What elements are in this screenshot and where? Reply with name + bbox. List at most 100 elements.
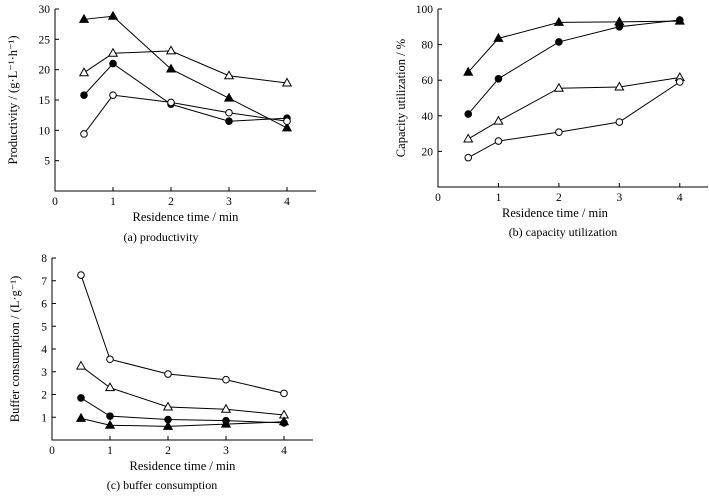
data-point-triangle bbox=[281, 122, 293, 132]
data-point-triangle bbox=[75, 360, 87, 370]
data-point-circle bbox=[77, 271, 85, 279]
data-point-triangle bbox=[223, 92, 235, 102]
x-axis-title: Residence time / min bbox=[133, 210, 240, 224]
series-line bbox=[83, 15, 288, 129]
data-point-circle bbox=[225, 108, 233, 117]
x-axis-title: Residence time / min bbox=[502, 206, 609, 220]
data-point-circle bbox=[164, 370, 172, 378]
x-tick-label: 2 bbox=[165, 445, 171, 457]
data-point-triangle bbox=[104, 419, 116, 429]
data-point-triangle bbox=[223, 70, 235, 80]
x-tick-label: 4 bbox=[284, 196, 290, 208]
series-open-triangle bbox=[75, 360, 290, 419]
y-tick-label: 25 bbox=[39, 34, 51, 46]
chart-buffer-consumption: 0 1 2 3 4 1 2 3 4 5 6 7 8 Residence time / min Buffer … bbox=[8, 253, 313, 492]
x-tick-label: 2 bbox=[168, 196, 174, 208]
data-point-triangle bbox=[553, 16, 564, 26]
data-point-circle bbox=[80, 130, 88, 138]
x-tick-label: 3 bbox=[616, 192, 622, 204]
data-point-circle bbox=[555, 128, 563, 136]
y-tick-label: 1 bbox=[41, 412, 47, 424]
series-line bbox=[80, 274, 285, 394]
y-axis-title: Buffer consumption / (L·g⁻¹) bbox=[8, 276, 22, 423]
data-point-circle bbox=[109, 91, 117, 99]
data-point-circle bbox=[615, 23, 624, 31]
panel-caption: (a) productivity bbox=[124, 230, 199, 244]
data-point-circle bbox=[464, 153, 473, 162]
axes-frame bbox=[437, 9, 708, 188]
x-tick-label: 3 bbox=[223, 445, 229, 457]
series-filled-triangle bbox=[75, 412, 290, 430]
y-tick-label: 2 bbox=[41, 390, 47, 402]
panel-caption: (c) buffer consumption bbox=[107, 478, 217, 492]
data-point-circle bbox=[283, 117, 291, 126]
x-tick-label: 2 bbox=[556, 192, 562, 204]
data-point-circle bbox=[280, 389, 288, 398]
y-tick-label: 15 bbox=[39, 95, 51, 107]
series-open-triangle bbox=[463, 72, 685, 143]
series-line bbox=[83, 94, 288, 135]
data-point-triangle bbox=[220, 403, 232, 413]
data-point-triangle bbox=[107, 10, 119, 20]
data-point-triangle bbox=[463, 66, 474, 76]
x-tick-label: 3 bbox=[226, 196, 232, 208]
data-point-triangle bbox=[220, 418, 232, 428]
y-tick-label: 20 bbox=[422, 146, 434, 158]
series-open-circle bbox=[80, 91, 291, 138]
data-point-circle bbox=[109, 59, 117, 68]
y-tick-label: 5 bbox=[41, 321, 47, 333]
data-point-triangle bbox=[278, 416, 290, 426]
data-point-circle bbox=[106, 412, 114, 420]
data-point-circle bbox=[77, 394, 85, 402]
series-open-circle bbox=[77, 271, 288, 398]
data-point-triangle bbox=[493, 32, 504, 42]
y-axis-title: Capacity utilization / % bbox=[394, 39, 408, 157]
y-tick-label: 40 bbox=[422, 111, 434, 123]
data-point-circle bbox=[464, 110, 473, 118]
data-point-triangle bbox=[165, 63, 177, 73]
chart-productivity: 0 1 2 3 4 5 10 15 20 25 30 Residence time / min Prod… bbox=[6, 4, 316, 244]
data-point-triangle bbox=[553, 82, 564, 92]
y-tick-label: 7 bbox=[41, 276, 47, 288]
series-line bbox=[467, 20, 680, 73]
series-filled-triangle bbox=[78, 10, 293, 132]
data-point-circle bbox=[675, 78, 684, 86]
series-filled-circle bbox=[464, 16, 684, 118]
y-tick-label: 10 bbox=[39, 125, 51, 137]
data-point-circle bbox=[555, 38, 563, 46]
data-point-triangle bbox=[78, 67, 90, 77]
x-tick-label: 1 bbox=[496, 192, 502, 204]
y-tick-label: 8 bbox=[41, 253, 47, 265]
data-point-triangle bbox=[162, 401, 174, 411]
x-tick-label: 1 bbox=[107, 445, 113, 457]
x-tick-label: 1 bbox=[110, 196, 116, 208]
x-tick-label: 0 bbox=[435, 192, 441, 204]
y-tick-label: 100 bbox=[416, 4, 434, 16]
data-point-triangle bbox=[75, 412, 87, 422]
data-point-triangle bbox=[165, 45, 177, 55]
x-tick-label: 4 bbox=[677, 192, 683, 204]
y-tick-label: 6 bbox=[41, 299, 47, 311]
x-tick-label: 4 bbox=[281, 445, 287, 457]
x-axis-title: Residence time / min bbox=[130, 459, 237, 473]
y-tick-label: 20 bbox=[39, 65, 51, 77]
panel-caption: (b) capacity utilization bbox=[509, 225, 618, 239]
y-axis-title: Productivity / (g·L⁻¹·h⁻¹) bbox=[6, 35, 20, 164]
data-point-triangle bbox=[493, 115, 504, 125]
axes-frame bbox=[54, 9, 316, 192]
y-tick-label: 3 bbox=[41, 367, 47, 379]
data-point-circle bbox=[615, 118, 624, 126]
data-point-triangle bbox=[104, 382, 116, 392]
y-tick-label: 30 bbox=[39, 4, 51, 16]
data-point-triangle bbox=[614, 81, 625, 91]
series-line bbox=[467, 19, 680, 115]
data-point-circle bbox=[494, 74, 503, 83]
axes-frame bbox=[51, 258, 313, 441]
series-filled-triangle bbox=[463, 15, 685, 76]
data-point-circle bbox=[675, 16, 684, 24]
series-open-circle bbox=[464, 78, 684, 162]
data-point-triangle bbox=[78, 13, 90, 23]
data-point-circle bbox=[167, 98, 175, 107]
data-point-circle bbox=[80, 91, 88, 99]
